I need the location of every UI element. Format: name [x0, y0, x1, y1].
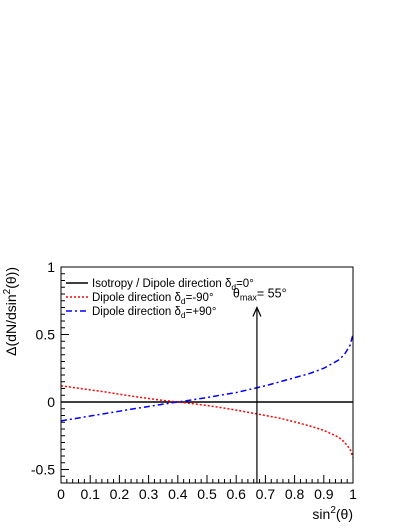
x-axis-title-sup: 2 [330, 505, 336, 516]
x-tick-label: 1 [349, 486, 357, 502]
legend-label-2: Dipole direction δd=+90° [92, 306, 216, 320]
legend-label-sub: d [181, 310, 186, 320]
labels-layer: sin2(θ)Δ(dN/dsin2(θ)) [2, 267, 353, 522]
y-tick-label: -0.5 [31, 462, 55, 478]
x-tick-label: 0 [57, 486, 65, 502]
annotation-arrow-head [252, 306, 262, 317]
annotation: θmax= 55° [233, 287, 287, 483]
annotation-label: θmax= 55° [233, 287, 287, 303]
x-tick-label: 0.5 [197, 486, 217, 502]
x-tick-label: 0.1 [80, 486, 100, 502]
legend-label-0: Isotropy / Dipole direction δd=0° [92, 278, 254, 292]
legend-label-suffix: =0° [236, 278, 254, 290]
legend-label-suffix: =+90° [186, 306, 217, 318]
x-tick-label: 0.3 [139, 486, 159, 502]
y-axis-title-rest: (θ)) [3, 267, 19, 289]
series-layer [61, 334, 353, 458]
x-tick-label: 0.2 [110, 486, 130, 502]
legend-label-sub: d [181, 296, 186, 306]
y-tick-label: 0 [47, 394, 55, 410]
legend-label-1: Dipole direction δd=-90° [92, 292, 214, 306]
legend-label-text: Dipole direction δ [92, 306, 181, 318]
y-tick-label: 0.5 [36, 327, 56, 343]
y-axis-title: Δ(dN/dsin2(θ)) [2, 267, 19, 356]
legend: Isotropy / Dipole direction δd=0°Dipole … [66, 278, 254, 320]
x-tick-label: 0.6 [226, 486, 246, 502]
y-axis-title-sup: 2 [2, 288, 13, 294]
x-axis-title-main: sin [312, 506, 330, 522]
legend-label-text: Isotropy / Dipole direction δ [92, 278, 231, 290]
x-axis-title: sin2(θ) [312, 505, 353, 522]
x-axis-title-rest: (θ) [336, 506, 353, 522]
ticks-layer: 0 0.1 0.2 0.3 0.4 0.5 0.6 0.7 0.8 0.9 1-0.500.51 [31, 259, 357, 502]
x-tick-label: 0.7 [256, 486, 276, 502]
series-line-1 [61, 385, 353, 458]
annotation-label-sub: max [240, 293, 258, 303]
y-axis-title-main: Δ(dN/dsin [3, 294, 19, 355]
legend-label-text: Dipole direction δ [92, 292, 181, 304]
legend-label-suffix: =-90° [186, 292, 214, 304]
y-tick-label: 1 [47, 259, 55, 275]
x-tick-label: 0.9 [314, 486, 334, 502]
legend-label-sub: d [231, 282, 236, 292]
x-tick-label: 0.8 [285, 486, 305, 502]
annotation-label-suffix: = 55° [257, 287, 287, 301]
x-tick-label: 0.4 [168, 486, 188, 502]
annotation-label-text: θ [233, 287, 240, 301]
